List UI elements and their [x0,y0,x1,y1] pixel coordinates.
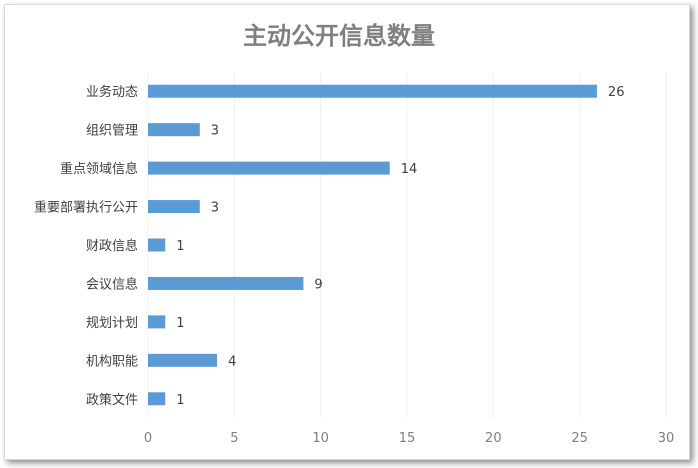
category-labels: 业务动态组织管理重点领域信息重要部署执行公开财政信息会议信息规划计划机构职能政策… [34,84,138,408]
x-tick-label-6: 30 [658,431,675,446]
data-label-4: 1 [176,239,184,254]
bars [148,84,597,406]
x-tick-label-0: 0 [144,431,152,446]
bar-6 [148,315,166,329]
category-label-5: 会议信息 [86,276,138,292]
bar-7 [148,353,218,367]
chart-frame: 主动公开信息数量 业务动态组织管理重点领域信息重要部署执行公开财政信息会议信息规… [4,4,690,460]
data-label-1: 3 [211,124,219,139]
category-label-0: 业务动态 [86,84,138,100]
gridlines [147,72,667,418]
x-tick-label-5: 25 [571,431,588,446]
data-label-7: 4 [228,354,236,369]
bar-8 [148,392,166,406]
x-tick-label-1: 5 [230,431,238,446]
x-axis-ticks: 0 5 10 15 20 25 30 [144,431,674,446]
bar-chart: 主动公开信息数量 业务动态组织管理重点领域信息重要部署执行公开财政信息会议信息规… [34,21,674,446]
data-label-5: 9 [314,277,322,292]
x-tick-label-4: 20 [485,431,502,446]
chart-title: 主动公开信息数量 [243,21,435,50]
category-label-1: 组织管理 [86,124,138,139]
bar-5 [148,276,304,290]
bar-3 [148,200,200,214]
data-label-8: 1 [176,393,184,408]
data-label-2: 14 [401,162,418,177]
data-label-6: 1 [176,316,184,331]
category-label-4: 财政信息 [86,238,138,254]
x-tick-label-2: 10 [312,431,329,446]
category-label-8: 政策文件 [86,392,138,408]
data-label-0: 26 [608,85,625,100]
x-tick-label-3: 15 [399,431,416,446]
bar-0 [148,84,597,98]
category-label-2: 重点领域信息 [60,161,138,177]
data-label-3: 3 [211,201,219,216]
category-label-6: 规划计划 [86,316,138,331]
category-label-7: 机构职能 [86,354,138,369]
category-label-3: 重要部署执行公开 [34,200,138,216]
bar-4 [148,238,166,252]
bar-1 [148,123,200,137]
bar-2 [148,161,390,175]
